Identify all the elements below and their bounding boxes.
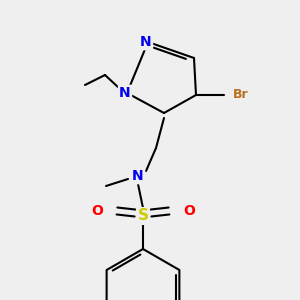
Text: N: N <box>140 35 152 49</box>
Text: S: S <box>137 208 148 224</box>
Text: Br: Br <box>233 88 249 101</box>
Text: O: O <box>91 204 103 218</box>
Text: N: N <box>119 86 131 100</box>
Text: O: O <box>183 204 195 218</box>
Text: N: N <box>132 169 144 183</box>
